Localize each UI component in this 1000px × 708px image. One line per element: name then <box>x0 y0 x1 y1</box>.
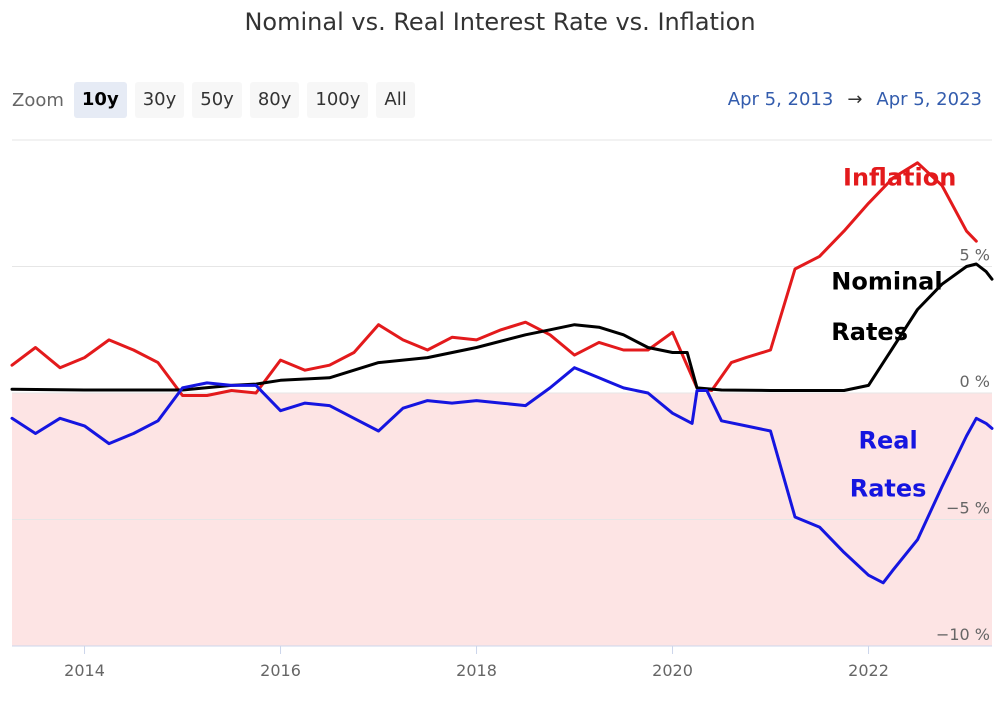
zoom-50y-button[interactable]: 50y <box>192 82 242 118</box>
real-rates-annotation: Rates <box>850 475 927 503</box>
nominal-rates-annotation: Rates <box>831 318 908 346</box>
y-tick-label: −10 % <box>936 625 990 644</box>
series-annotations: Inflation Nominal Rates Real Rates <box>831 164 956 503</box>
nominal-annotation: Nominal <box>831 267 942 295</box>
date-range: Apr 5, 2013 → Apr 5, 2023 <box>728 82 982 118</box>
y-tick-label: −5 % <box>946 499 990 518</box>
x-axis-ticks: 2014 2016 2018 2020 2022 <box>64 646 889 680</box>
grid-lines <box>12 139 992 647</box>
real-annotation: Real <box>859 427 918 455</box>
range-start-date[interactable]: Apr 5, 2013 <box>727 89 834 110</box>
x-tick-label: 2022 <box>848 661 889 680</box>
zoom-10y-button[interactable]: 10y <box>73 82 127 118</box>
zoom-all-button[interactable]: All <box>376 82 415 118</box>
range-arrow-icon: → <box>847 89 863 110</box>
range-end-date[interactable]: Apr 5, 2023 <box>876 89 982 110</box>
zoom-80y-button[interactable]: 80y <box>249 82 300 118</box>
x-tick-label: 2018 <box>456 661 497 680</box>
nominal-rates-line <box>10 262 994 392</box>
x-tick-label: 2014 <box>64 661 105 680</box>
x-tick-label: 2016 <box>260 661 301 680</box>
real-rates-line <box>10 366 994 585</box>
x-tick-label: 2020 <box>652 661 693 680</box>
inflation-annotation: Inflation <box>843 164 956 192</box>
y-tick-label: 0 % <box>960 372 990 391</box>
zoom-label: Zoom <box>12 89 64 111</box>
y-tick-label: 5 % <box>960 246 990 265</box>
zoom-toolbar: Zoom 10y 30y 50y 80y 100y All <box>12 82 423 118</box>
series-lines <box>10 161 994 585</box>
zoom-100y-button[interactable]: 100y <box>307 82 369 118</box>
y-axis-ticks: 5 % 0 % −5 % −10 % <box>936 246 990 645</box>
chart-title: Nominal vs. Real Interest Rate vs. Infla… <box>244 8 756 36</box>
zoom-30y-button[interactable]: 30y <box>134 82 185 118</box>
